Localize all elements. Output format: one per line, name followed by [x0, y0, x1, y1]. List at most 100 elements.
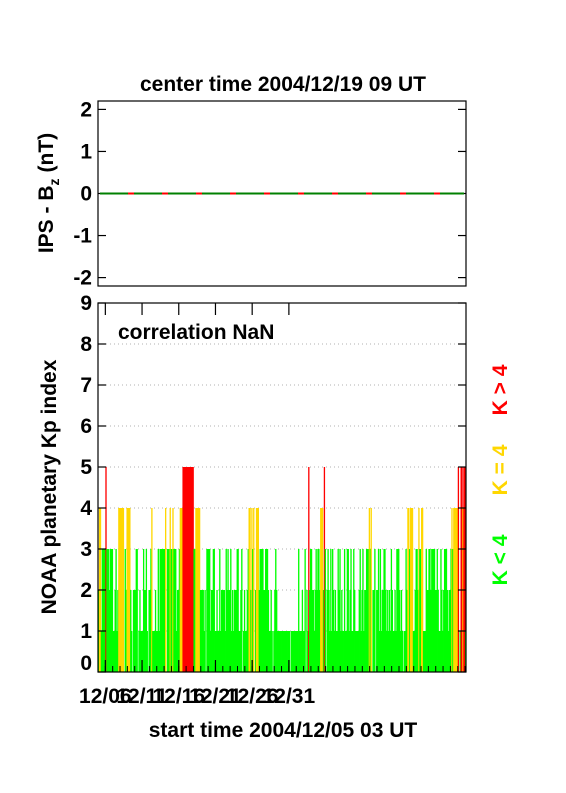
kp-bar — [452, 549, 454, 672]
kp-bar — [121, 508, 124, 672]
kp-bar — [145, 549, 148, 672]
kp-bar — [235, 590, 237, 672]
kp-bar — [177, 590, 180, 672]
kp-bar — [236, 549, 238, 672]
top-y-tick-label: -1 — [73, 225, 92, 248]
kp-bar — [378, 631, 381, 672]
kp-bar — [220, 590, 223, 672]
kp-bar — [125, 590, 127, 672]
kp-bar — [149, 590, 151, 672]
kp-bar — [433, 549, 436, 672]
kp-bar — [412, 631, 415, 672]
kp-bar — [283, 631, 285, 672]
kp-bar — [176, 631, 178, 672]
kp-bar — [158, 631, 160, 672]
kp-bar — [209, 549, 211, 672]
kp-bar — [432, 549, 435, 672]
kp-bar — [401, 631, 404, 672]
kp-bar — [384, 549, 386, 672]
kp-bar — [109, 549, 112, 672]
kp-bar — [399, 631, 402, 672]
kp-bar — [184, 467, 186, 672]
kp-bar — [285, 631, 287, 672]
kp-bar — [459, 631, 461, 672]
kp-bar — [410, 508, 413, 672]
kp-bar — [367, 549, 370, 672]
kp-bar — [198, 508, 200, 672]
kp-bar — [360, 631, 362, 672]
kp-bar — [284, 631, 286, 672]
kp-bar — [343, 631, 345, 672]
top-y-tick-label: 1 — [80, 140, 92, 163]
kp-bar — [426, 590, 428, 672]
kp-bar — [386, 631, 388, 672]
top-y-tick-label: 2 — [80, 98, 92, 121]
kp-bar — [229, 590, 231, 672]
kp-bar — [219, 549, 221, 672]
kp-bar — [454, 508, 456, 672]
kp-bar — [136, 549, 138, 672]
kp-bar — [321, 508, 323, 672]
kp-bar — [389, 631, 392, 672]
kp-bar — [101, 549, 103, 672]
kp-bar — [249, 508, 251, 672]
bottom-y-tick-label: 1 — [80, 620, 92, 643]
kp-bar — [457, 467, 460, 672]
kp-bar — [104, 549, 106, 672]
kp-bar — [444, 549, 447, 672]
kp-bar — [413, 631, 416, 672]
kp-bar — [133, 590, 136, 672]
kp-bar — [403, 631, 405, 672]
x-tick-label: 12/06 — [79, 685, 132, 708]
kp-bar — [231, 631, 233, 672]
kp-bar — [220, 631, 222, 672]
kp-bar — [287, 631, 290, 672]
bottom-y-tick-label: 8 — [80, 333, 92, 356]
kp-bar — [454, 508, 457, 672]
kp-bar — [308, 467, 310, 672]
kp-bar — [355, 631, 358, 672]
kp-bar — [117, 590, 119, 672]
kp-bar — [162, 549, 164, 672]
kp-bar — [418, 508, 420, 672]
kp-bar — [288, 631, 291, 672]
kp-bar — [245, 631, 248, 672]
bottom-y-tick-label: 2 — [80, 579, 92, 602]
kp-bar — [211, 590, 214, 672]
kp-bar — [423, 631, 426, 672]
kp-bar — [365, 590, 367, 672]
kp-bar — [324, 549, 326, 672]
kp-bar — [265, 549, 268, 672]
kp-bar — [215, 631, 217, 672]
kp-bar — [434, 590, 437, 672]
kp-bar — [224, 631, 226, 672]
kp-bar — [304, 549, 306, 672]
kp-bar — [351, 631, 353, 672]
kp-bar — [227, 549, 229, 672]
kp-bar — [428, 549, 430, 672]
kp-bar — [328, 590, 330, 672]
kp-bar — [234, 590, 237, 672]
kp-bar — [264, 590, 266, 672]
kp-bar — [356, 631, 359, 672]
kp-bar — [237, 549, 239, 672]
kp-bar — [186, 467, 188, 672]
kp-bar — [103, 549, 105, 672]
kp-bar — [221, 590, 224, 672]
kp-bar — [258, 590, 260, 672]
kp-bar — [393, 631, 395, 672]
kp-bar — [176, 590, 179, 672]
kp-bar — [315, 549, 317, 672]
kp-bar — [198, 508, 201, 672]
kp-bar — [207, 549, 209, 672]
kp-bar — [431, 549, 433, 672]
kp-bar — [139, 590, 141, 672]
kp-bar — [212, 549, 215, 672]
kp-bar — [416, 549, 418, 672]
kp-bar — [333, 631, 336, 672]
bottom-y-tick-label: 0 — [80, 652, 92, 675]
kp-bar — [300, 631, 303, 672]
kp-bar — [381, 590, 383, 672]
kp-bar — [321, 508, 324, 672]
